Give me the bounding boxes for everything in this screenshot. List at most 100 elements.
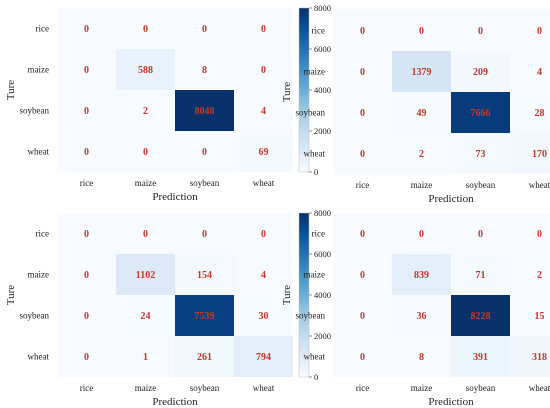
cell-r0-c0 <box>57 8 116 49</box>
cell-value-r2-c0: 0 <box>360 108 365 119</box>
cell-r2-c2 <box>451 92 510 133</box>
colorbar-tick-0: 0 <box>314 167 318 177</box>
y-tick-rice: rice <box>312 229 326 239</box>
cell-r1-c0 <box>333 51 392 92</box>
cell-r0-c1 <box>392 10 451 51</box>
cell-r3-c2 <box>451 133 510 174</box>
cell-value-r0-c3: 0 <box>537 26 542 37</box>
y-tick-soybean: soybean <box>296 311 326 321</box>
cell-value-r2-c3: 4 <box>261 106 266 117</box>
cell-value-r2-c3: 28 <box>535 108 545 119</box>
x-tick-rice: rice <box>356 383 370 393</box>
cell-value-r2-c1: 2 <box>143 106 148 117</box>
x-tick-maize: maize <box>135 383 157 393</box>
y-tick-maize: maize <box>304 270 326 280</box>
cell-r1-c2 <box>451 254 510 295</box>
cell-r0-c1 <box>116 213 175 254</box>
cell-r0-c3 <box>510 10 550 51</box>
cell-value-r3-c0: 0 <box>360 149 365 160</box>
cell-r0-c2 <box>175 213 234 254</box>
cell-value-r0-c3: 0 <box>261 24 266 35</box>
cell-r0-c2 <box>175 8 234 49</box>
cell-value-r3-c3: 318 <box>532 352 547 363</box>
y-tick-soybean: soybean <box>296 108 326 118</box>
confusion-matrix-3: 0 0 0 0 0 1102 154 4 0 24 7539 30 0 1 261 794 rice maize s… <box>5 208 331 408</box>
x-axis-title: Prediction <box>428 193 474 205</box>
cell-r3-c1 <box>392 133 451 174</box>
cell-value-r3-c2: 73 <box>476 149 486 160</box>
cell-r0-c3 <box>510 213 550 254</box>
cell-value-r0-c2: 0 <box>478 26 483 37</box>
colorbar-tick-0: 0 <box>314 372 318 382</box>
x-tick-soybean: soybean <box>190 383 220 393</box>
y-tick-wheat: wheat <box>304 352 326 362</box>
cell-r1-c0 <box>57 49 116 90</box>
cell-value-r3-c2: 261 <box>197 352 212 363</box>
cell-r0-c0 <box>333 213 392 254</box>
cell-value-r3-c1: 0 <box>143 147 148 158</box>
x-tick-soybean: soybean <box>466 383 496 393</box>
colorbar-tick-4000: 4000 <box>314 290 331 300</box>
cell-r3-c2 <box>451 336 510 377</box>
cell-r1-c2 <box>175 254 234 295</box>
cell-value-r0-c1: 0 <box>143 229 148 240</box>
y-tick-maize: maize <box>304 67 326 77</box>
cell-value-r0-c2: 0 <box>202 229 207 240</box>
cell-value-r1-c1: 1102 <box>136 270 155 281</box>
x-tick-soybean: soybean <box>190 178 220 188</box>
cell-r1-c0 <box>333 254 392 295</box>
x-tick-maize: maize <box>135 178 157 188</box>
cell-value-r1-c3: 2 <box>537 270 542 281</box>
y-tick-wheat: wheat <box>28 147 50 157</box>
cell-r2-c2 <box>175 90 234 131</box>
cell-r1-c2 <box>175 49 234 90</box>
cell-r0-c1 <box>116 8 175 49</box>
cell-value-r2-c2: 8048 <box>195 106 215 117</box>
cell-value-r3-c1: 8 <box>419 352 424 363</box>
cell-value-r0-c0: 0 <box>360 229 365 240</box>
cell-r1-c0 <box>57 254 116 295</box>
cell-r3-c0 <box>333 336 392 377</box>
cell-value-r3-c1: 1 <box>143 352 148 363</box>
y-tick-soybean: soybean <box>20 311 50 321</box>
cell-value-r3-c3: 170 <box>532 149 547 160</box>
cell-value-r2-c0: 0 <box>84 311 89 322</box>
cell-value-r3-c2: 0 <box>202 147 207 158</box>
y-tick-maize: maize <box>28 65 50 75</box>
colorbar-tick-2000: 2000 <box>314 126 331 136</box>
cell-r2-c3 <box>234 295 293 336</box>
cell-r2-c2 <box>175 295 234 336</box>
confusion-matrix-4: 0 0 0 0 0 839 71 2 0 36 8228 15 0 8 391 318 rice maize soy… <box>281 213 550 408</box>
cell-value-r3-c3: 69 <box>259 147 269 158</box>
cell-r2-c0 <box>333 92 392 133</box>
cell-r3-c1 <box>392 336 451 377</box>
cell-value-r1-c2: 71 <box>476 270 486 281</box>
y-axis-title: Ture <box>5 80 17 100</box>
cell-r2-c1 <box>392 295 451 336</box>
cell-value-r1-c0: 0 <box>84 270 89 281</box>
cell-value-r0-c3: 0 <box>537 229 542 240</box>
cell-value-r1-c3: 4 <box>261 270 266 281</box>
x-tick-wheat: wheat <box>529 180 550 190</box>
x-tick-rice: rice <box>356 180 370 190</box>
y-tick-rice: rice <box>36 229 50 239</box>
cell-value-r1-c0: 0 <box>84 65 89 76</box>
cell-value-r0-c1: 0 <box>419 26 424 37</box>
y-tick-soybean: soybean <box>20 106 50 116</box>
cell-value-r1-c0: 0 <box>360 67 365 78</box>
cell-r3-c3 <box>234 131 293 172</box>
cell-value-r1-c2: 8 <box>202 65 207 76</box>
cell-value-r2-c1: 49 <box>417 108 427 119</box>
cell-r2-c1 <box>116 295 175 336</box>
x-tick-rice: rice <box>80 178 94 188</box>
cell-value-r3-c0: 0 <box>84 352 89 363</box>
x-axis-title: Prediction <box>428 396 474 408</box>
cell-r2-c0 <box>57 295 116 336</box>
cell-r1-c2 <box>451 51 510 92</box>
cell-value-r1-c3: 4 <box>537 67 542 78</box>
x-tick-soybean: soybean <box>466 180 496 190</box>
cell-value-r0-c0: 0 <box>360 26 365 37</box>
colorbar-tick-8000: 8000 <box>314 3 331 13</box>
cell-value-r2-c0: 0 <box>360 311 365 322</box>
x-tick-maize: maize <box>411 383 433 393</box>
